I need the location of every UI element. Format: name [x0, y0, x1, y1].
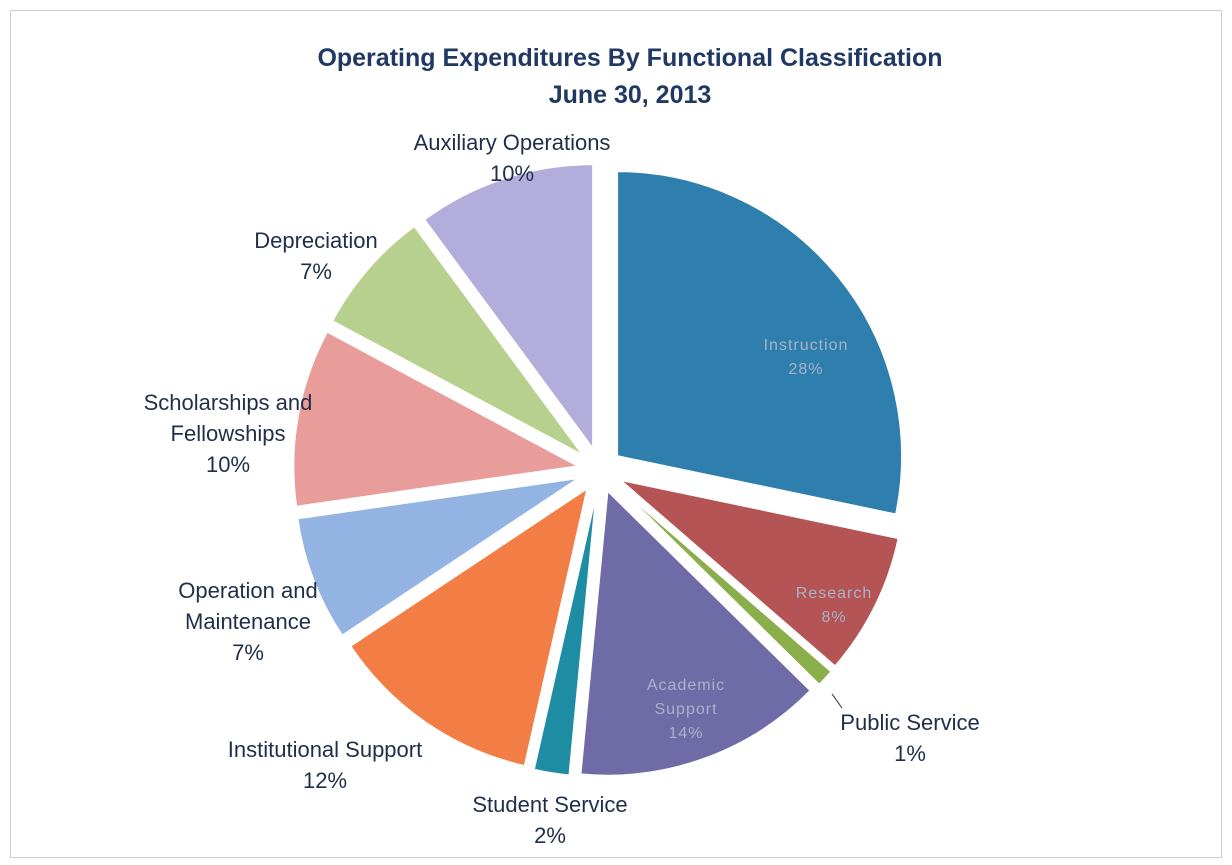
- pie-slice-public-service: [615, 484, 833, 687]
- slice-label-instruction: Instruction 28%: [764, 337, 849, 378]
- public-service-leader-line: [831, 693, 843, 709]
- slice-label-public-service: Public Service 1%: [840, 710, 979, 766]
- pie-labels: Instruction 28% Research 8% Public Service 1%…: [144, 130, 980, 848]
- slice-label-research: Research 8%: [796, 585, 872, 626]
- pie-slice-academic-support: [579, 488, 813, 777]
- chart-subtitle: June 30, 2013: [549, 81, 712, 109]
- pie-slice-operation-and-maintenance: [296, 476, 581, 638]
- pie-slice-scholarships-and-fellowships: [292, 330, 582, 508]
- chart-title: Operating Expenditures By Functional Cla…: [317, 44, 942, 72]
- slice-label-auxiliary-operations: Auxiliary Operations 10%: [414, 130, 611, 186]
- slice-label-academic-support: Academic Support 14%: [647, 677, 725, 742]
- slice-label-depreciation: Depreciation 7%: [254, 228, 378, 284]
- slice-label-scholarships-and-fellowships: Scholarships and Fellowships 10%: [144, 390, 313, 477]
- pie-slice-instruction: [616, 170, 904, 516]
- pie-slice-depreciation: [330, 224, 585, 457]
- slice-label-institutional-support: Institutional Support 12%: [228, 737, 422, 793]
- pie-slice-institutional-support: [348, 485, 590, 768]
- slice-label-student-service: Student Service 2%: [472, 792, 627, 848]
- pie-slice-research: [616, 478, 900, 668]
- pie-slice-auxiliary-operations: [422, 163, 595, 453]
- pie-slice-student-service: [532, 491, 598, 777]
- pie-slices: [292, 163, 904, 777]
- slice-label-operation-and-maintenance: Operation and Maintenance 7%: [178, 578, 317, 665]
